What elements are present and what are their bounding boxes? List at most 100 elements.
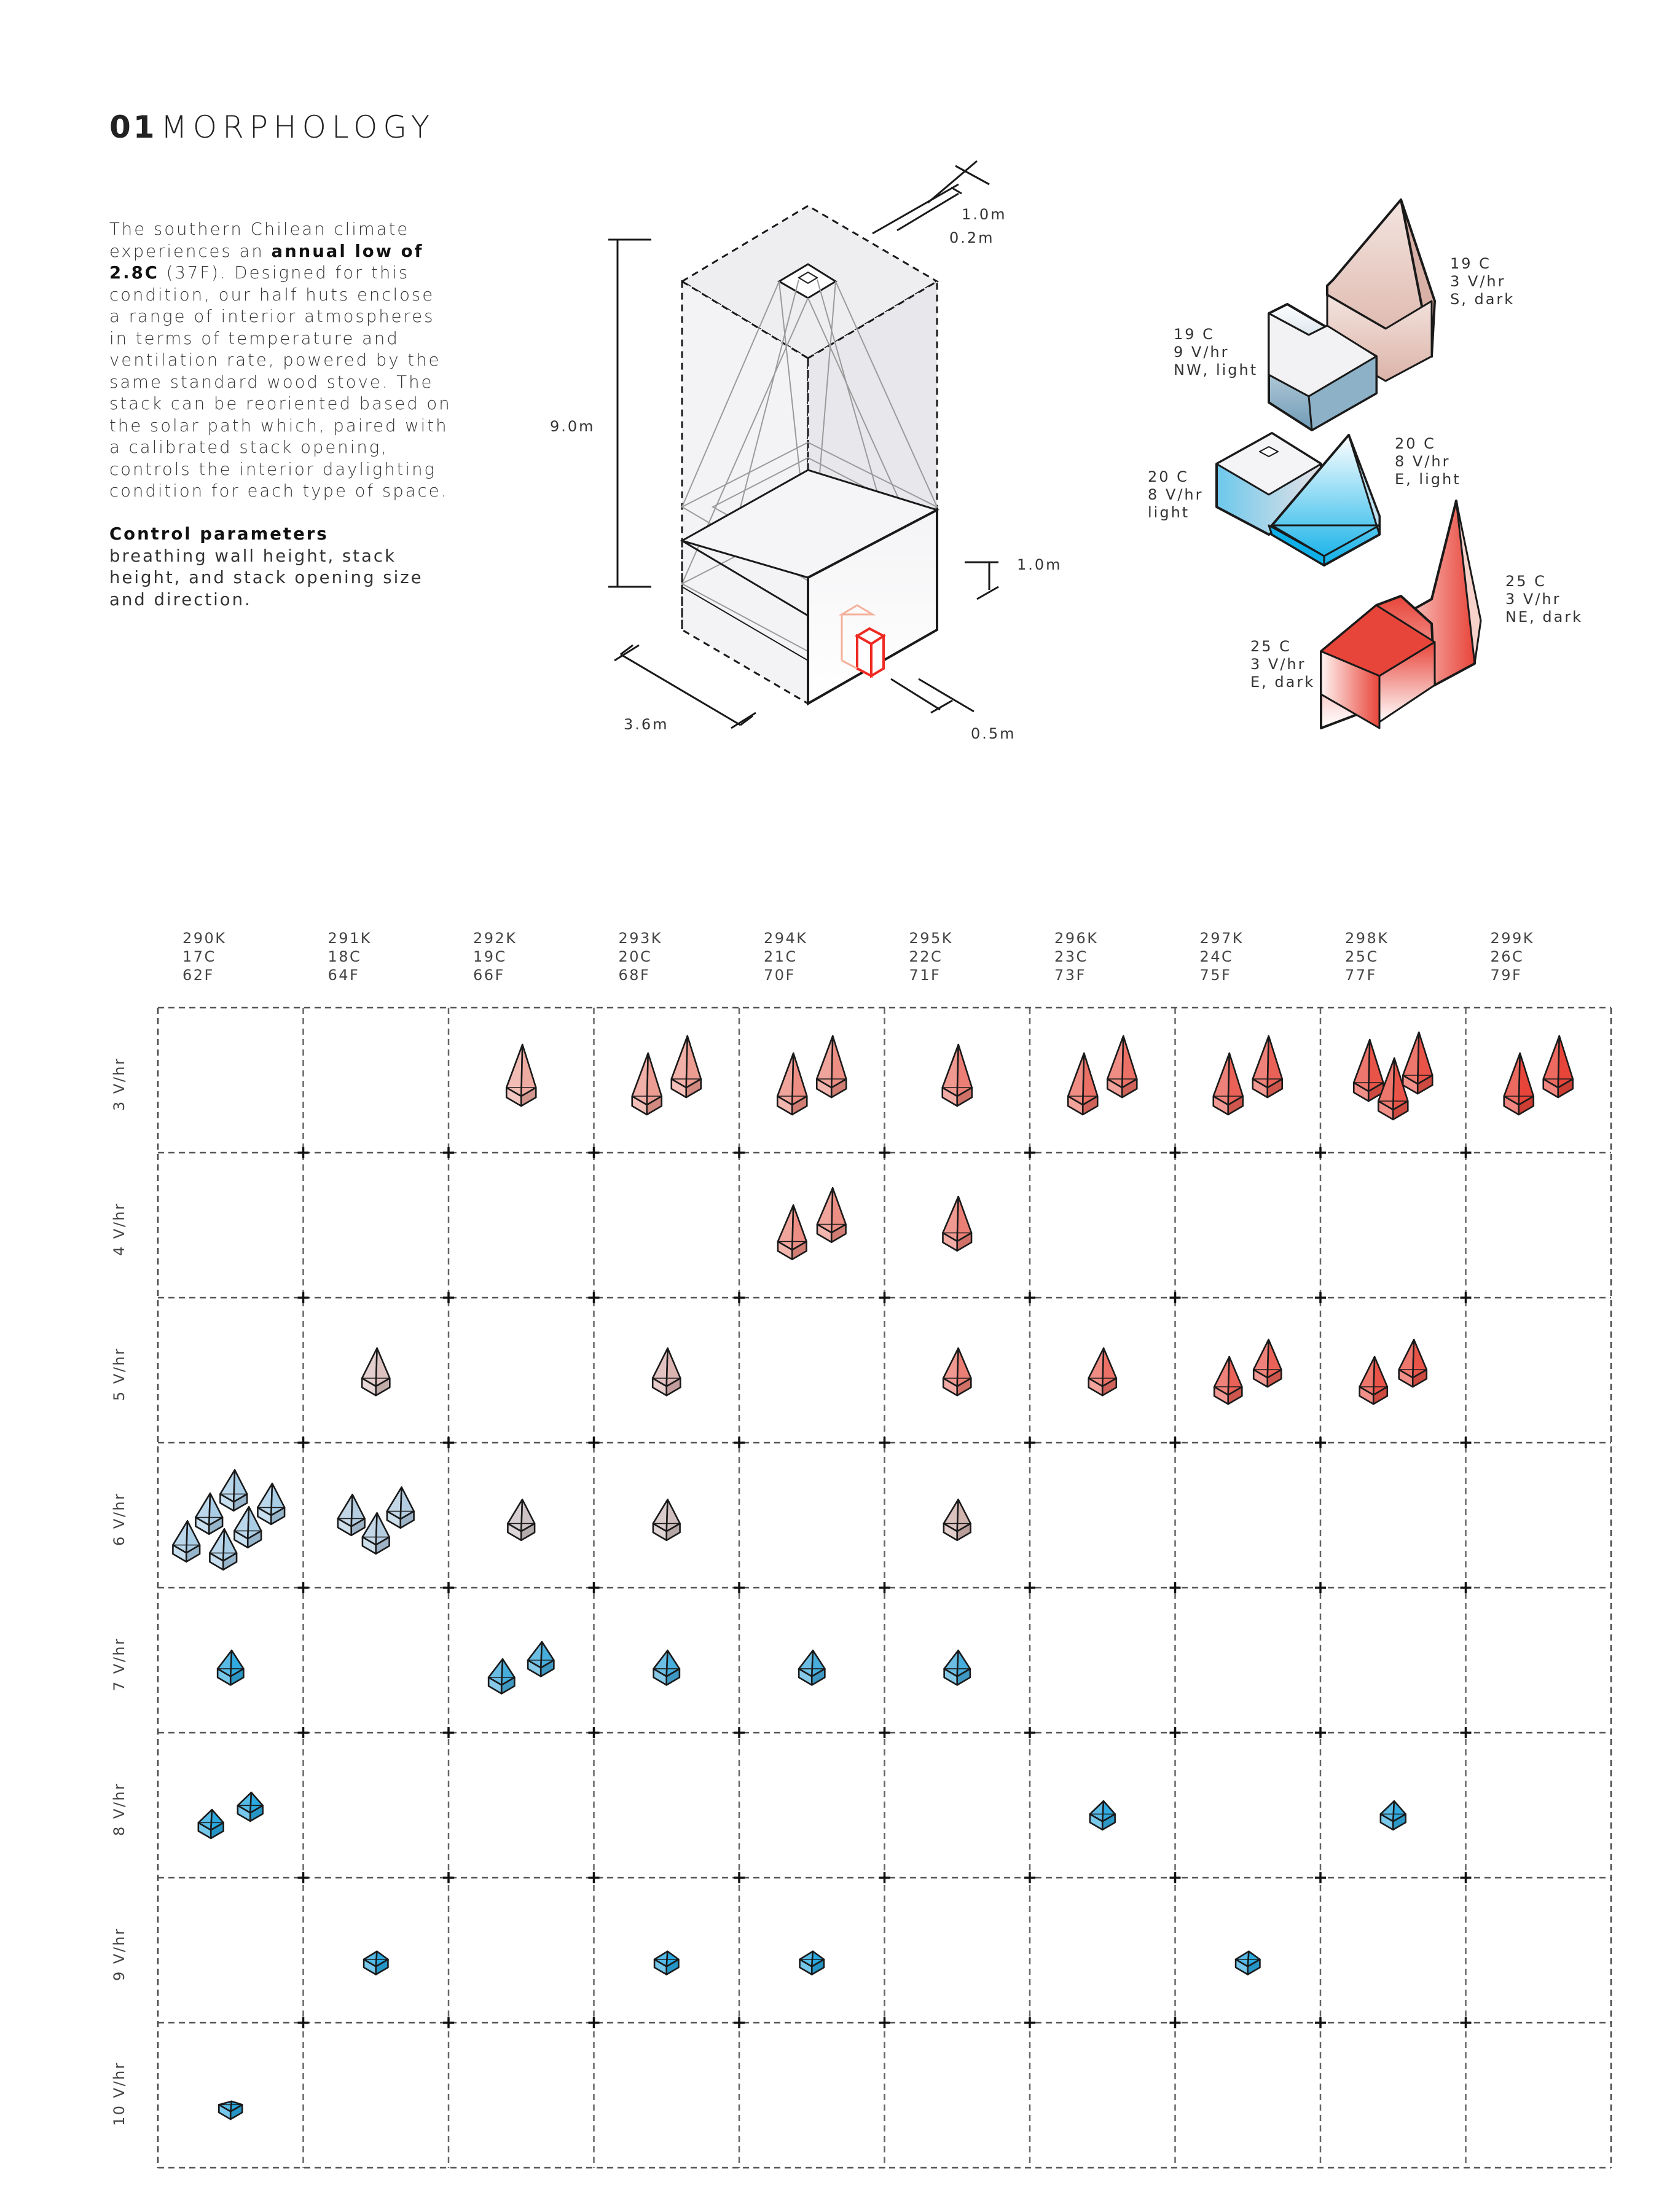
column-header-line: 70F — [764, 967, 796, 984]
intro-bold: annual low of 2.8C — [109, 241, 424, 283]
grid-plus — [1460, 1727, 1472, 1738]
hut-glyph — [943, 1649, 971, 1686]
hut-roof-right — [1518, 1052, 1535, 1106]
column-header-line: 75F — [1199, 967, 1232, 984]
grid-plus — [1169, 1292, 1181, 1303]
column-header: 292K 19C 66F — [473, 929, 517, 984]
hut-roof-back — [506, 1044, 536, 1088]
column-header-line: 17C — [182, 948, 216, 965]
grid-plus — [734, 1872, 745, 1883]
grid-plus — [443, 1292, 454, 1303]
hut-roof-right — [646, 1052, 663, 1106]
column-header: 299K 26C 79F — [1491, 929, 1535, 984]
column-header-line: 64F — [327, 967, 360, 984]
hut-glyph — [1213, 1355, 1243, 1405]
column-header-line: 294K — [764, 930, 808, 947]
grid-plus — [1024, 2017, 1035, 2028]
hut-roof-back — [632, 1053, 662, 1097]
hut-roof-back — [671, 1035, 702, 1080]
column-header-line: 79F — [1490, 967, 1523, 984]
grid-plus — [1460, 1292, 1472, 1303]
hut-roof-back — [219, 1469, 248, 1495]
column-header-line: 20C — [618, 948, 653, 965]
column-header-line: 293K — [618, 930, 663, 947]
grid-plus — [734, 1437, 745, 1448]
hut-glyph — [1089, 1800, 1116, 1831]
hut-roof-right — [1367, 1038, 1384, 1092]
grid-plus — [879, 1727, 890, 1738]
column-header-line: 66F — [473, 967, 505, 984]
grid-plus — [1169, 1582, 1181, 1593]
column-header-line: 25C — [1345, 948, 1379, 965]
hut-roof-back — [257, 1483, 285, 1508]
hut-glyph — [505, 1043, 537, 1107]
hut-glyph — [653, 1950, 680, 1975]
column-header-line: 68F — [618, 967, 651, 984]
grid-plus — [297, 1292, 309, 1303]
hut-glyph — [337, 1494, 366, 1537]
grid-plus — [1169, 2017, 1181, 2028]
hut-roof-right — [830, 1035, 847, 1089]
column-header-line: 24C — [1199, 948, 1234, 965]
column-header-line: 73F — [1054, 967, 1086, 984]
grid-plus — [1460, 2017, 1472, 2028]
hut-glyph — [1252, 1338, 1282, 1388]
grid-plus — [443, 1147, 454, 1158]
hut-glyph — [527, 1641, 555, 1677]
hut-roof-back — [943, 1650, 971, 1669]
column-header-line: 77F — [1345, 967, 1377, 984]
hut-roof-left — [816, 1187, 834, 1234]
section-number: 01 — [109, 109, 157, 145]
hut-glyph — [1234, 1950, 1261, 1975]
hut-glyph — [1379, 1800, 1406, 1831]
column-header-line: 296K — [1054, 930, 1099, 947]
hut-roof-back — [1398, 1339, 1427, 1370]
hut-glyph — [1352, 1038, 1384, 1102]
hut-glyph — [1106, 1035, 1138, 1099]
dim-stack-width: 1.0m — [962, 206, 1007, 223]
hut-glyph — [195, 1492, 224, 1535]
grid-plus — [1024, 1147, 1035, 1158]
hut-glyph — [487, 1658, 516, 1695]
grid-plus — [734, 1292, 745, 1303]
hut-roof-back — [1252, 1035, 1283, 1080]
grid-plus — [1024, 1292, 1035, 1303]
grid-plus — [588, 1872, 600, 1883]
hut-glyph — [218, 2100, 243, 2120]
hut-glyph — [1359, 1355, 1389, 1405]
hut-roof-back — [172, 1520, 200, 1546]
hut-glyph — [631, 1052, 663, 1116]
hut-roof-back — [1088, 1347, 1117, 1379]
hut-glyph — [1377, 1057, 1409, 1121]
column-header-line: 18C — [327, 948, 362, 965]
hut-roof-back — [362, 1512, 390, 1538]
hut-glyph — [799, 1950, 825, 1975]
grid-plus — [1460, 1147, 1472, 1158]
hut-roof-back — [488, 1658, 516, 1678]
dim-height: 9.0m — [550, 418, 595, 435]
hut-roof-back — [1543, 1035, 1574, 1080]
intro-paragraph: The southern Chilean climate experiences… — [109, 219, 453, 503]
hut-roof-back — [217, 1650, 245, 1669]
grid-plus — [297, 2017, 309, 2028]
column-header-line: 62F — [182, 967, 214, 984]
column-header-line: 297K — [1199, 930, 1244, 947]
grid-plus — [588, 1292, 600, 1303]
hut-glyph — [1088, 1347, 1118, 1397]
hut-glyph — [219, 1469, 248, 1512]
grid-plus — [879, 1582, 890, 1593]
grid-plus — [443, 1437, 454, 1448]
grid-plus — [1315, 1872, 1326, 1883]
grid-plus — [734, 1582, 745, 1593]
column-header-line: 26C — [1490, 948, 1524, 965]
grid-plus — [879, 1872, 890, 1883]
hut-roof-back — [1214, 1356, 1243, 1387]
column-header: 294K 21C 70F — [764, 929, 808, 984]
grid-plus — [1315, 1727, 1326, 1738]
grid-plus — [734, 1727, 745, 1738]
